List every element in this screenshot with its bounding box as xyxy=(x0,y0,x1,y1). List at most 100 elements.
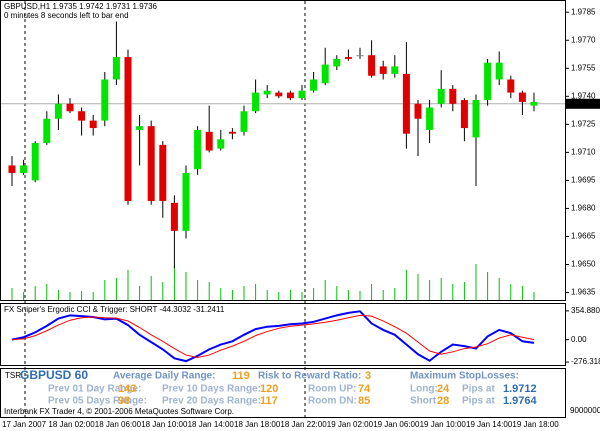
x-tick-label: 18 Jan 22:00 xyxy=(280,420,327,429)
value: 28 xyxy=(437,395,449,407)
value: 1.9764 xyxy=(503,395,538,407)
x-tick-label: 18 Jan 02:00 xyxy=(48,420,95,429)
candle-body xyxy=(112,57,120,80)
value: 143 xyxy=(118,383,136,395)
candle-body xyxy=(54,103,62,119)
symbol: GBPUSD 60 xyxy=(20,368,88,382)
label: Prev 01 Day Range: xyxy=(48,384,141,395)
y-tick-label: 1.9635 xyxy=(571,288,596,297)
value: 117 xyxy=(260,395,278,407)
candle-body xyxy=(194,129,202,170)
label: Room UP: xyxy=(308,384,356,395)
candle-body xyxy=(89,120,97,129)
label: Prev 05 Days Range: xyxy=(48,396,147,407)
candle-body xyxy=(263,90,271,95)
x-tick-label: 19 Jan 18:00 xyxy=(512,420,559,429)
candle-body xyxy=(43,118,51,144)
candle-body xyxy=(124,57,132,201)
candle-body xyxy=(518,92,526,102)
y-tick-label: 1.9650 xyxy=(571,260,596,269)
label: Pips at xyxy=(462,396,495,407)
candle-body xyxy=(379,66,387,74)
candle-body xyxy=(182,172,190,231)
value: 24 xyxy=(437,383,450,395)
indicator-line xyxy=(11,314,535,359)
x-tick-label: 18 Jan 06:00 xyxy=(95,420,142,429)
main-panel xyxy=(0,0,566,301)
indicator-line xyxy=(11,310,535,363)
indicator-title: FX Sniper's Ergodic CCI & Trigger: SHORT… xyxy=(4,305,225,314)
label: Room DN: xyxy=(308,396,357,407)
candle-body xyxy=(310,79,318,91)
panel-tag: TSR xyxy=(5,371,21,380)
candle-body xyxy=(136,126,144,130)
candle-body xyxy=(286,92,294,99)
y-tick-label: 0.00 xyxy=(571,335,587,344)
y-tick-label: 1.9665 xyxy=(571,232,596,241)
candle-body xyxy=(449,88,457,104)
value: 98 xyxy=(118,395,130,407)
x-tick-label: 18 Jan 14:00 xyxy=(188,420,235,429)
current-price-label: 1.9736 xyxy=(570,99,595,108)
x-tick-label: 19 Jan 02:00 xyxy=(327,420,374,429)
candle-body xyxy=(298,90,306,99)
candle-body xyxy=(217,139,225,149)
label: Short xyxy=(410,396,437,407)
candle-body xyxy=(333,58,341,67)
candle-body xyxy=(356,55,364,57)
indicator-panel xyxy=(0,303,566,366)
footer: Interbank FX Trader 4, © 2001-2006 MetaQ… xyxy=(4,407,234,416)
candle-body xyxy=(252,92,260,112)
candle-body xyxy=(414,103,422,119)
x-tick-label: 18 Jan 18:00 xyxy=(234,420,281,429)
value: 74 xyxy=(358,383,371,395)
candle-body xyxy=(101,79,109,121)
x-tick-label: 19 Jan 06:00 xyxy=(373,420,420,429)
y-tick-label: 1.9680 xyxy=(571,204,596,213)
candle-body xyxy=(321,64,329,84)
candle-body xyxy=(391,66,399,74)
chart-title: GBPUSD,H1 1.9735 1.9742 1.9731 1.9736 xyxy=(4,2,158,11)
candle-body xyxy=(484,62,492,101)
candle-body xyxy=(344,57,352,59)
value: 120 xyxy=(260,383,278,395)
value: 3 xyxy=(365,370,371,382)
x-tick-label: 19 Jan 10:00 xyxy=(420,420,467,429)
candle-body xyxy=(402,73,410,134)
candle-body xyxy=(426,107,434,130)
plot: 1.9785 1.9770 1.9755 1.9740 1.9725 1.9710 1.96… xyxy=(1,7,600,429)
label: Pips at xyxy=(462,384,495,395)
candle-body xyxy=(240,111,248,132)
x-tick-label: 17 Jan 2007 xyxy=(2,420,47,429)
candle-body xyxy=(66,103,74,112)
y-tick-label: 1.9725 xyxy=(571,119,596,128)
label: Average Daily Range: xyxy=(113,371,215,382)
current-price-box xyxy=(566,98,600,109)
y-tick-label: 1.9710 xyxy=(571,147,596,156)
candle-body xyxy=(530,101,538,106)
y-tick-label: 1.9770 xyxy=(571,35,596,44)
label: Long: xyxy=(410,384,438,395)
candle-body xyxy=(368,55,376,76)
candle-body xyxy=(507,79,515,93)
label: Maximum StopLosses: xyxy=(410,371,519,382)
candle-body xyxy=(31,143,39,181)
y-tick-label: 1.9785 xyxy=(571,7,596,16)
label: Prev 10 Days Range: xyxy=(162,384,261,395)
x-tick-label: 18 Jan 10:00 xyxy=(141,420,188,429)
candle-body xyxy=(20,165,28,173)
label: Prev 20 Days Range: xyxy=(162,396,261,407)
x-tick-label: 19 Jan 14:00 xyxy=(466,420,513,429)
y-tick-label: 1.9695 xyxy=(571,176,596,185)
y-tick-label: -276.318 xyxy=(571,357,600,366)
candle-body xyxy=(437,88,445,104)
candle-body xyxy=(275,92,283,97)
candle-body xyxy=(170,202,178,231)
y-tick-label: 1.9740 xyxy=(571,91,596,100)
value: 1.9712 xyxy=(503,383,537,395)
candle-body xyxy=(228,131,236,134)
y-tick-label: 354.880 xyxy=(571,306,600,315)
candle-body xyxy=(472,100,480,138)
label: Risk to Reward Ratio: xyxy=(258,371,361,382)
